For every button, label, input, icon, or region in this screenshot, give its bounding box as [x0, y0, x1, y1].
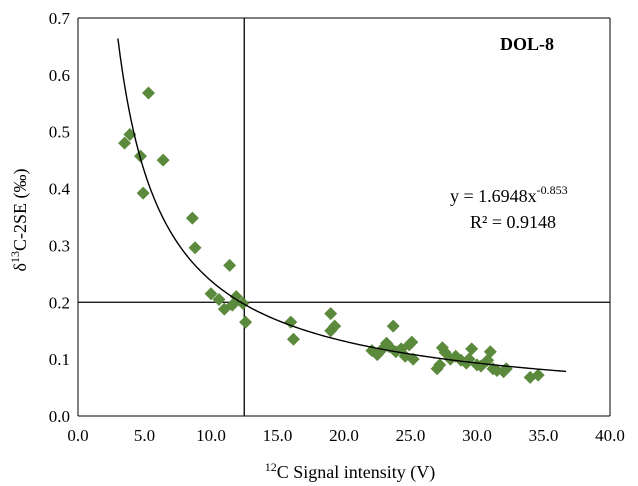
y-tick-label: 0.7	[49, 9, 71, 28]
y-tick-label: 0.1	[49, 350, 70, 369]
y-axis-title-superscript: 13	[8, 251, 22, 263]
x-tick-label: 10.0	[196, 426, 226, 445]
x-axis-title: 12C Signal intensity (V)	[265, 460, 436, 483]
data-point	[185, 211, 199, 225]
x-tick-label: 40.0	[595, 426, 625, 445]
x-axis-title-main: C Signal intensity (V)	[277, 462, 436, 483]
tick-labels: 0.0 5.0 10.0 15.0 20.0 25.0 30.0 35.0 40.0 0.0 0.1…	[49, 9, 625, 445]
fit-equation-exponent: -0.853	[537, 183, 568, 197]
y-tick-label: 0.0	[49, 407, 70, 426]
x-tick-label: 15.0	[263, 426, 293, 445]
y-tick-label: 0.2	[49, 293, 70, 312]
fit-r-squared: R² = 0.9148	[470, 212, 556, 232]
data-points	[118, 86, 545, 384]
fit-equation: y = 1.6948x-0.853	[450, 183, 568, 206]
data-point	[483, 345, 497, 359]
x-tick-label: 25.0	[396, 426, 426, 445]
data-point	[118, 136, 132, 150]
y-tick-label: 0.4	[49, 180, 71, 199]
data-point	[141, 86, 155, 100]
data-point	[156, 153, 170, 167]
fit-equation-prefix: y = 1.6948x	[450, 186, 537, 206]
y-axis-title-prefix: δ	[10, 263, 30, 271]
data-point	[229, 290, 243, 304]
y-tick-label: 0.5	[49, 123, 70, 142]
y-axis-title: δ13C-2SE (‰)	[8, 169, 31, 272]
data-point	[284, 315, 298, 329]
data-point	[465, 342, 479, 356]
x-axis-title-superscript: 12	[265, 460, 277, 474]
data-point	[188, 241, 202, 255]
y-axis-title-main: C-2SE (‰)	[10, 169, 31, 252]
x-tick-label: 5.0	[134, 426, 155, 445]
data-point	[136, 186, 150, 200]
data-point	[204, 287, 218, 301]
x-tick-label: 35.0	[529, 426, 559, 445]
power-fit-curve	[117, 38, 567, 373]
data-point	[433, 358, 447, 372]
y-tick-label: 0.6	[49, 66, 70, 85]
panel-label: DOL-8	[500, 34, 554, 54]
y-tick-label: 0.3	[49, 236, 70, 255]
x-tick-label: 20.0	[329, 426, 359, 445]
data-point	[324, 307, 338, 321]
data-point	[223, 258, 237, 272]
x-tick-label: 30.0	[462, 426, 492, 445]
data-point	[212, 292, 226, 306]
data-point	[405, 335, 419, 349]
data-point	[386, 319, 400, 333]
data-point	[286, 332, 300, 346]
data-point	[531, 368, 545, 382]
data-point	[239, 315, 253, 329]
x-tick-label: 0.0	[67, 426, 88, 445]
data-point	[328, 319, 342, 333]
data-point	[406, 352, 420, 366]
